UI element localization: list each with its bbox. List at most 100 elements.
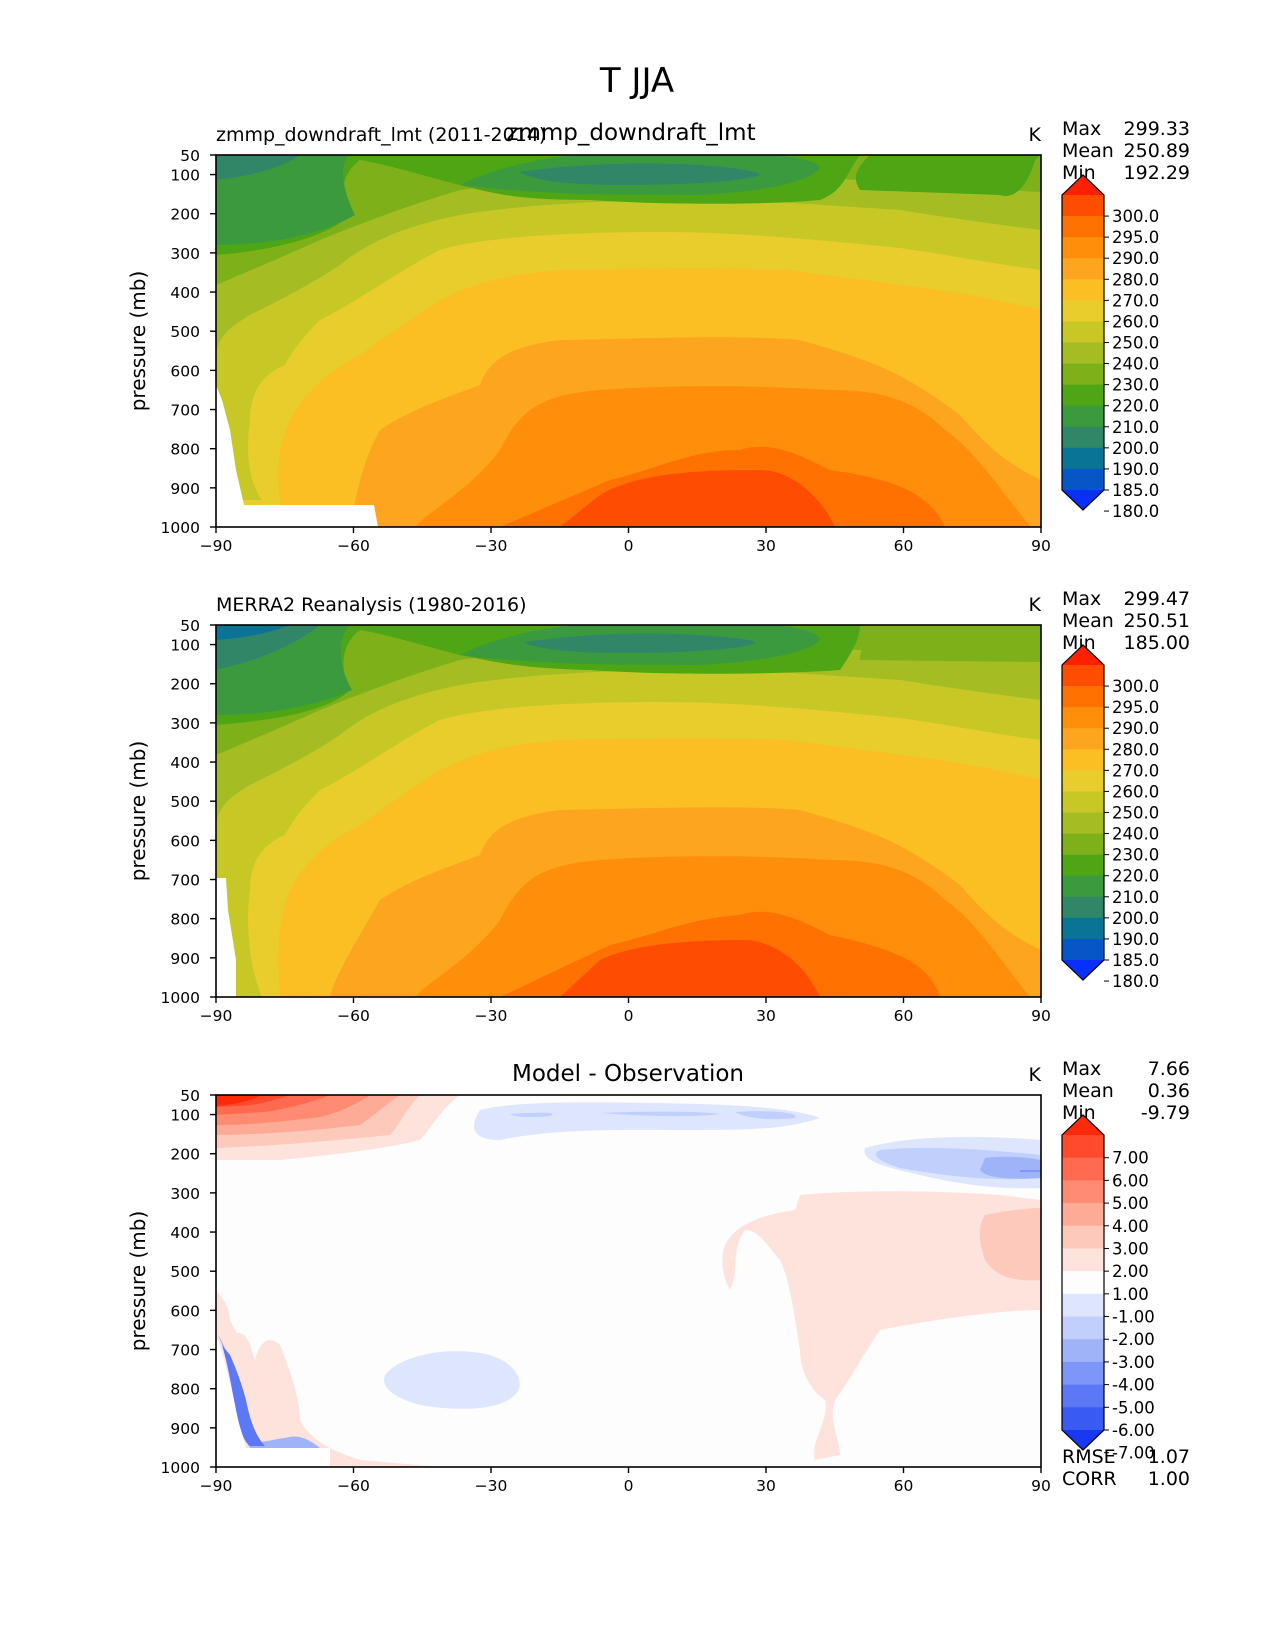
test-stat-value-max: 299.33	[1124, 118, 1190, 140]
difference-panel: −90 −60 −30 0 30 60 90 50 100 200 300 400 500 600 700 8…	[126, 1058, 1190, 1495]
test-ylabel: pressure (mb)	[126, 271, 150, 412]
reference-xtick-label: 90	[1031, 1007, 1051, 1025]
reference-ytick-label: 200	[170, 676, 200, 694]
test-title-center: zmmp_downdraft_lmt	[506, 120, 755, 146]
test-colorbar-label: 250.0	[1112, 334, 1159, 353]
reference-colorbar-segment	[1062, 749, 1104, 771]
reference-colorbar-label: 270.0	[1112, 761, 1159, 780]
reference-colorbar-segment	[1062, 854, 1104, 877]
difference-xtick-label: −90	[200, 1477, 233, 1495]
reference-ytick-label: 100	[170, 637, 200, 655]
reference-ylabel: pressure (mb)	[126, 741, 150, 882]
test-ytick-label: 400	[170, 284, 200, 302]
reference-panel: −90 −60 −30 0 30 60 90 50 100 200 300 400 500 600 700 8…	[126, 588, 1190, 1025]
test-ytick-label: 800	[170, 441, 200, 459]
difference-colorbar-label: 4.00	[1112, 1217, 1149, 1236]
difference-xtick-label: 90	[1031, 1477, 1051, 1495]
difference-colorbar: 7.00 6.00 5.00 4.00 3.00 2.00 1.00 -1.00 -2.00 -3…	[1061, 1114, 1155, 1463]
difference-stat-value-min: -9.79	[1141, 1102, 1190, 1124]
reference-colorbar-segment	[1062, 770, 1104, 792]
test-colorbar-label: 220.0	[1112, 397, 1159, 416]
difference-colorbar-label: -7.00	[1112, 1444, 1155, 1463]
reference-ytick-label: 1000	[161, 989, 200, 1007]
test-ytick-label: 700	[170, 402, 200, 420]
difference-colorbar-segment	[1062, 1225, 1104, 1249]
difference-colorbar-label: -4.00	[1112, 1376, 1155, 1395]
difference-colorbar-label: -6.00	[1112, 1421, 1155, 1440]
test-colorbar-label: 295.0	[1112, 228, 1159, 247]
test-colorbar-label: 185.0	[1112, 481, 1159, 500]
test-colorbar-segment	[1062, 342, 1104, 365]
difference-colorbar-segment	[1062, 1316, 1104, 1340]
difference-colorbar-label: 6.00	[1112, 1171, 1149, 1190]
reference-colorbar-label: 200.0	[1112, 909, 1159, 928]
reference-title-left: MERRA2 Reanalysis (1980-2016)	[216, 594, 527, 616]
difference-xtick-label: −60	[337, 1477, 370, 1495]
difference-xtick-label: 60	[894, 1477, 914, 1495]
difference-ytick-label: 100	[170, 1107, 200, 1125]
test-ytick-label: 600	[170, 362, 200, 380]
test-ytick-label: 1000	[161, 519, 200, 537]
reference-colorbar-label: 220.0	[1112, 867, 1159, 886]
difference-colorbar-segment	[1062, 1157, 1104, 1181]
difference-xtick-label: −30	[475, 1477, 508, 1495]
difference-colorbar-extend-min	[1062, 1430, 1104, 1450]
test-colorbar-extend-min	[1062, 490, 1104, 510]
reference-colorbar-segment	[1062, 728, 1104, 750]
difference-ytick-label: 600	[170, 1302, 200, 1320]
reference-xtick-label: −90	[200, 1007, 233, 1025]
difference-colorbar-label: 3.00	[1112, 1239, 1149, 1258]
reference-units: K	[1029, 594, 1042, 616]
test-xtick-label: 60	[894, 537, 914, 555]
difference-colorbar-segment	[1062, 1248, 1104, 1272]
difference-colorbar-label: -3.00	[1112, 1353, 1155, 1372]
reference-ytick-label: 400	[170, 754, 200, 772]
difference-colorbar-segment	[1062, 1384, 1104, 1408]
reference-ytick-label: 600	[170, 832, 200, 850]
reference-colorbar-label: 180.0	[1112, 972, 1159, 991]
test-colorbar-segment	[1062, 195, 1104, 217]
test-colorbar-segment	[1062, 258, 1104, 280]
difference-colorbar-label: 5.00	[1112, 1194, 1149, 1213]
test-colorbar-label: 260.0	[1112, 312, 1159, 331]
reference-colorbar-label: 295.0	[1112, 698, 1159, 717]
figure-title: T JJA	[599, 61, 674, 101]
difference-colorbar-extend-max	[1062, 1115, 1104, 1135]
test-xtick-label: 90	[1031, 537, 1051, 555]
difference-stat-value-mean: 0.36	[1148, 1080, 1190, 1102]
difference-colorbar-segment	[1062, 1407, 1104, 1431]
reference-colorbar-extend-min	[1062, 960, 1104, 980]
test-colorbar-segment	[1062, 279, 1104, 301]
reference-colorbar-label: 210.0	[1112, 888, 1159, 907]
test-xtick-label: −60	[337, 537, 370, 555]
difference-field	[216, 1095, 1041, 1467]
reference-ytick-label: 700	[170, 872, 200, 890]
test-colorbar-label: 230.0	[1112, 376, 1159, 395]
reference-xtick-label: −30	[475, 1007, 508, 1025]
difference-colorbar-label: 2.00	[1112, 1262, 1149, 1281]
difference-metric-value-rmse: 1.07	[1148, 1446, 1190, 1468]
test-field	[216, 155, 1041, 527]
test-xtick-label: −90	[200, 537, 233, 555]
test-colorbar-extend-max	[1062, 175, 1104, 195]
reference-stat-label-max: Max	[1062, 588, 1101, 610]
reference-colorbar-segment	[1062, 665, 1104, 687]
test-colorbar-label: 210.0	[1112, 418, 1159, 437]
test-ytick-label: 200	[170, 206, 200, 224]
test-ytick-label: 100	[170, 167, 200, 185]
difference-colorbar-label: 1.00	[1112, 1285, 1149, 1304]
test-colorbar-segment	[1062, 237, 1104, 259]
test-colorbar-label: 300.0	[1112, 207, 1159, 226]
difference-ytick-label: 500	[170, 1263, 200, 1281]
difference-ylabel: pressure (mb)	[126, 1211, 150, 1352]
reference-ytick-label: 800	[170, 911, 200, 929]
test-colorbar-label: 240.0	[1112, 355, 1159, 374]
reference-colorbar-segment	[1062, 686, 1104, 708]
reference-stat-label-mean: Mean	[1062, 610, 1114, 632]
test-stat-label-mean: Mean	[1062, 140, 1114, 162]
test-colorbar-segment	[1062, 216, 1104, 238]
test-colorbar-label: 180.0	[1112, 502, 1159, 521]
test-colorbar-label: 280.0	[1112, 270, 1159, 289]
reference-ytick-label: 900	[170, 950, 200, 968]
